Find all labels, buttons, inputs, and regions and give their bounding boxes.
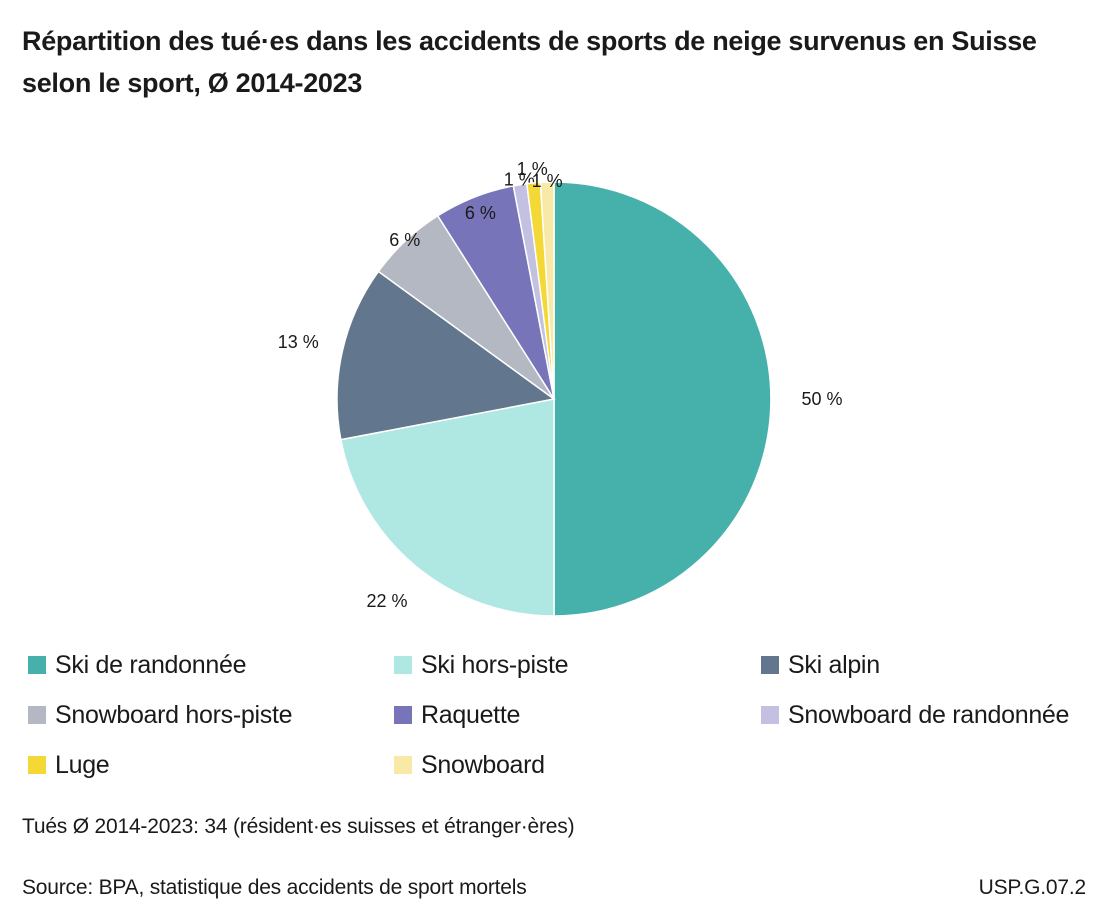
- legend-label: Snowboard: [421, 750, 545, 779]
- legend-item: Snowboard hors-piste: [28, 695, 293, 735]
- source-note: Source: BPA, statistique des accidents d…: [22, 876, 527, 899]
- legend-item: Ski hors-piste: [394, 645, 569, 685]
- legend-item: Luge: [28, 745, 110, 785]
- legend-label: Ski hors-piste: [421, 650, 569, 679]
- legend-swatch: [394, 706, 412, 724]
- data-label-snowboard-hors-piste: 6 %: [389, 230, 420, 250]
- legend-swatch: [761, 706, 779, 724]
- legend-swatch: [761, 656, 779, 674]
- legend-swatch: [394, 756, 412, 774]
- legend-item: Snowboard de randonnée: [761, 695, 1069, 735]
- legend-item: Raquette: [394, 695, 520, 735]
- legend-label: Ski alpin: [788, 650, 880, 679]
- pie-chart: 50 %22 %13 %6 %6 %1 %1 %1 %: [278, 159, 843, 617]
- pie-slice-ski-de-randonn-e: [553, 181, 772, 617]
- pie-slice-snowboard: [539, 181, 555, 400]
- chart-title: Répartition des tué·es dans les accident…: [22, 20, 1062, 104]
- legend-label: Snowboard hors-piste: [55, 700, 293, 729]
- data-label-ski-hors-piste: 22 %: [366, 591, 407, 611]
- legend-item: Ski alpin: [761, 645, 880, 685]
- data-label-raquette: 6 %: [465, 203, 496, 223]
- legend-swatch: [28, 706, 46, 724]
- legend-label: Ski de randonnée: [55, 650, 247, 679]
- legend: Ski de randonnée Ski hors-piste Ski alpin S…: [28, 645, 1088, 795]
- legend-item: Ski de randonnée: [28, 645, 246, 685]
- pie-slice-ski-hors-piste: [339, 398, 555, 617]
- data-label-ski-alpin: 13 %: [278, 332, 319, 352]
- legend-swatch: [28, 656, 46, 674]
- total-note: Tués Ø 2014-2023: 34 (résident·es suisse…: [22, 815, 575, 838]
- data-label-ski-de-randonn-e: 50 %: [801, 389, 842, 409]
- chart-title-line-1: Répartition des tué·es dans les accident…: [22, 26, 1037, 56]
- legend-swatch: [394, 656, 412, 674]
- data-label-luge: 1 %: [517, 159, 548, 179]
- legend-label: Snowboard de randonnée: [788, 700, 1070, 729]
- data-label-snowboard: 1 %: [532, 171, 563, 191]
- legend-label: Luge: [55, 750, 110, 779]
- legend-item: Snowboard: [394, 745, 545, 785]
- chart-code: USP.G.07.2: [978, 876, 1087, 899]
- chart-title-line-2: selon le sport, Ø 2014-2023: [22, 68, 363, 98]
- legend-label: Raquette: [421, 700, 521, 729]
- pie-slice-ski-alpin: [336, 270, 556, 441]
- legend-swatch: [28, 756, 46, 774]
